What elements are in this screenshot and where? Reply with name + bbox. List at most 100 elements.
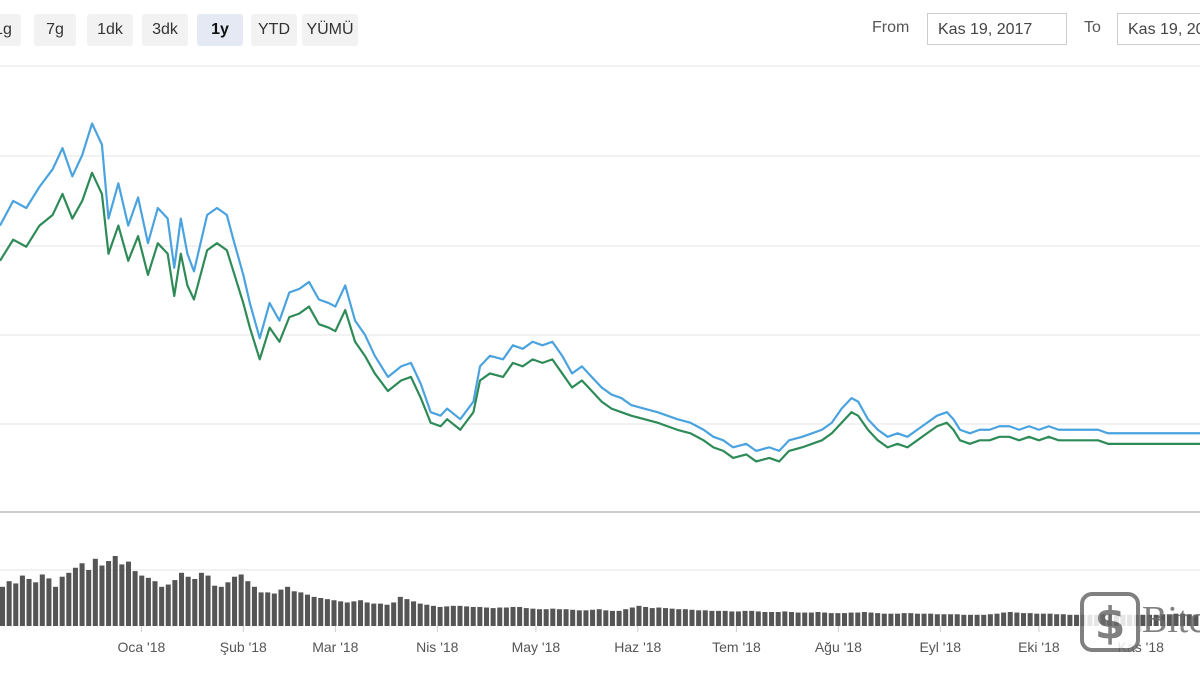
volume-bar (192, 578, 198, 626)
x-tick-label: Tem '18 (712, 639, 761, 655)
volume-bar (517, 606, 523, 626)
volume-bar (19, 575, 25, 626)
volume-bar (1173, 613, 1179, 626)
volume-bar (1060, 614, 1066, 626)
volume-bar (152, 581, 158, 626)
volume-bar (384, 604, 390, 626)
range-button-7d[interactable]: 7g (34, 14, 76, 46)
series-line-2 (0, 171, 1200, 463)
volume-bar (616, 610, 622, 626)
volume-bar (682, 609, 688, 626)
volume-bar (603, 610, 609, 626)
volume-bar (908, 613, 914, 626)
volume-bar (464, 606, 470, 626)
volume-bar (311, 596, 317, 626)
range-button-1d[interactable]: 1g (0, 14, 21, 46)
x-tick-label: Eyl '18 (919, 639, 961, 655)
volume-bar (775, 612, 781, 626)
grid-lines (0, 65, 1200, 571)
volume-bar (6, 581, 12, 626)
volume-bar (928, 613, 934, 626)
x-tick-label: Ağu '18 (815, 639, 862, 655)
range-button-ytd[interactable]: YTD (251, 14, 297, 46)
volume-bar (483, 607, 490, 626)
volume-bar (324, 599, 330, 626)
volume-bar (702, 610, 708, 626)
volume-bar (265, 592, 271, 626)
volume-bar (861, 612, 867, 626)
volume-bar (278, 589, 284, 626)
volume-bar (424, 604, 430, 626)
volume-bar (656, 607, 662, 626)
volume-bar (92, 558, 98, 626)
volume-bar (99, 565, 105, 626)
volume-bar (563, 609, 569, 626)
volume-bar (855, 612, 861, 626)
volume-bar (716, 610, 722, 626)
volume-bar (934, 614, 940, 626)
volume-bar (503, 607, 509, 626)
bitcoin-logo-icon: $ (1080, 592, 1140, 652)
volume-bar (769, 612, 775, 626)
volume-bar (669, 608, 675, 626)
volume-bar (457, 605, 463, 626)
volume-bar (689, 609, 695, 626)
volume-bar (430, 605, 436, 626)
volume-bar (490, 608, 496, 626)
volume-bar (974, 614, 980, 626)
volume-bar (304, 594, 310, 626)
volume-bar (1020, 613, 1027, 626)
volume-bar (444, 606, 450, 626)
volume-bar (225, 582, 231, 626)
from-date-input[interactable]: Kas 19, 2017 (927, 13, 1067, 45)
volume-bar (364, 602, 370, 626)
volume-bar (822, 612, 828, 626)
volume-bar (1001, 612, 1007, 626)
volume-bar (417, 603, 423, 626)
volume-bar (609, 610, 615, 626)
volume-bar (676, 609, 682, 626)
volume-bar (119, 564, 125, 626)
x-tick-label: May '18 (512, 639, 561, 655)
volume-bars (0, 556, 1199, 626)
volume-bar (629, 607, 635, 626)
volume-bar (470, 606, 476, 626)
to-date-input[interactable]: Kas 19, 2018 (1117, 13, 1200, 45)
volume-bar (1074, 614, 1080, 626)
volume-bar (901, 613, 907, 626)
volume-bar (782, 611, 788, 626)
range-button-1m[interactable]: 1dk (87, 14, 133, 46)
volume-bar (914, 613, 920, 626)
range-button-1y[interactable]: 1y (197, 14, 243, 46)
volume-bar (1140, 614, 1146, 626)
volume-bar (172, 580, 178, 626)
volume-bar (39, 574, 45, 626)
range-button-all[interactable]: YÜMÜ (302, 14, 358, 46)
volume-bar (26, 578, 32, 626)
volume-bar (788, 612, 794, 626)
volume-bar (808, 612, 814, 626)
from-label: From (872, 19, 910, 36)
volume-bar (271, 593, 277, 626)
volume-bar (218, 586, 224, 626)
volume-bar (954, 614, 960, 626)
volume-bar (331, 600, 337, 626)
volume-bar (258, 592, 264, 626)
volume-bar (848, 612, 854, 626)
range-button-3m[interactable]: 3dk (142, 14, 188, 46)
volume-bar (344, 602, 350, 626)
volume-bar (590, 609, 596, 626)
volume-bar (948, 614, 954, 626)
volume-bar (232, 576, 238, 626)
volume-bar (72, 567, 78, 626)
volume-bar (66, 572, 72, 626)
volume-bar (497, 607, 503, 626)
volume-bar (583, 610, 589, 626)
volume-bar (46, 578, 52, 626)
volume-bar (735, 611, 741, 626)
volume-bar (981, 614, 987, 626)
volume-bar (828, 613, 834, 626)
volume-bar (636, 605, 642, 626)
volume-bar (961, 614, 967, 626)
volume-bar (742, 610, 748, 626)
